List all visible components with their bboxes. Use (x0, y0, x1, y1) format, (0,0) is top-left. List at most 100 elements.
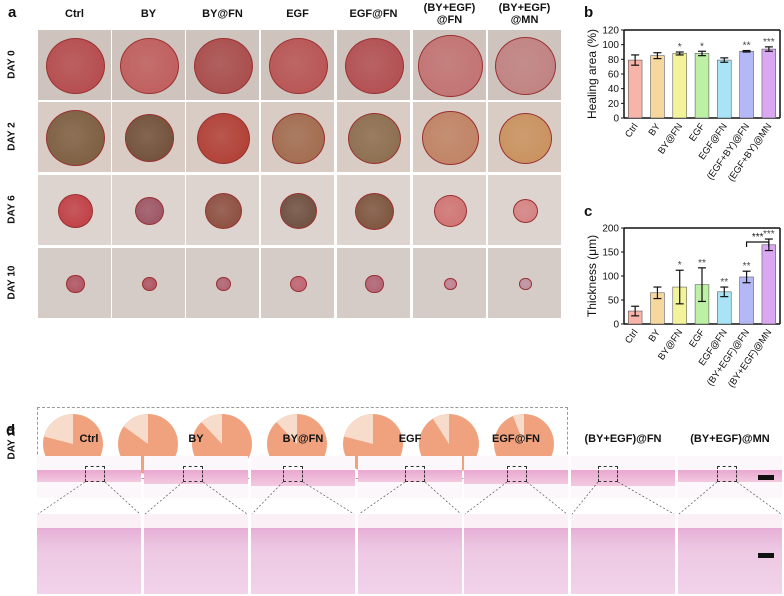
tissue-band (571, 470, 675, 486)
y-axis-label: Thickness (μm) (585, 235, 599, 317)
wound-area (124, 114, 175, 162)
wound-photo (488, 248, 561, 318)
wound-photo (38, 175, 111, 245)
wound-area (196, 112, 251, 164)
wound-photo (38, 102, 111, 172)
histo-scale-bar-bottom (758, 553, 774, 558)
wound-photo (112, 102, 185, 172)
wound-area (204, 193, 242, 229)
zoom-box (85, 466, 105, 482)
panel-b-letter: b (584, 4, 594, 21)
wound-photo (186, 30, 259, 100)
wound-photo (112, 175, 185, 245)
zoom-guide-line (202, 481, 248, 515)
zoom-guide-line (617, 481, 675, 515)
histology-overview (358, 456, 462, 498)
bracket-label: *** (752, 232, 764, 243)
y-tick-label: 40 (608, 84, 620, 95)
pie-slice-unhealed (201, 414, 222, 444)
wound-photo (261, 175, 334, 245)
wound-area (498, 112, 553, 164)
wound-photo (38, 248, 111, 318)
histology-surface (251, 514, 355, 528)
zoom-box (507, 466, 527, 482)
wound-area (495, 37, 556, 95)
column-label: BY@FN (202, 8, 243, 20)
wound-photo (413, 102, 486, 172)
tissue-band (358, 470, 462, 482)
wound-photo (413, 248, 486, 318)
y-tick-label: 0 (613, 114, 619, 125)
wound-photo (488, 175, 561, 245)
tissue-band (464, 470, 568, 484)
wound-photo (186, 102, 259, 172)
zoom-guide-line (571, 481, 599, 515)
pie-slice-unhealed (343, 414, 373, 444)
wound-area (134, 196, 165, 226)
column-label: EGF (286, 8, 309, 20)
wound-area (347, 112, 402, 164)
wound-photo (261, 102, 334, 172)
wound-area (271, 112, 326, 164)
histology-magnified (251, 514, 355, 594)
histology-column-label: (BY+EGF)@MN (690, 433, 770, 445)
significance-label: * (700, 41, 704, 52)
zoom-guide-line (678, 481, 718, 515)
histology-overview (464, 456, 568, 498)
wound-area (120, 37, 179, 95)
wound-photo (488, 30, 561, 100)
wound-photo (112, 30, 185, 100)
scale-bar (526, 397, 552, 402)
significance-label: * (678, 42, 682, 53)
histology-magnified (144, 514, 248, 594)
histology-column-label: BY (188, 433, 204, 445)
histology-column-label: Ctrl (79, 433, 99, 445)
wound-photo (488, 102, 561, 172)
zoom-guide-line (424, 481, 462, 515)
wound-area (141, 276, 158, 292)
histology-overview (571, 456, 675, 498)
wound-photo (38, 30, 111, 100)
y-tick-label: 120 (602, 26, 619, 37)
histology-surface (678, 514, 782, 528)
tissue-band (678, 470, 782, 482)
zoom-guide-line (302, 481, 355, 515)
pie-slice-unhealed (512, 414, 524, 444)
pie-slice-unhealed (276, 414, 297, 444)
panel-c-letter: c (584, 203, 593, 220)
y-tick-label: 50 (608, 296, 620, 307)
wound-photo (261, 248, 334, 318)
wound-photo (337, 248, 410, 318)
zoom-box (283, 466, 303, 482)
wound-area (46, 109, 105, 167)
y-axis-label: Healing area (%) (585, 29, 599, 119)
wound-area (269, 37, 328, 95)
wound-photo (112, 248, 185, 318)
histology-column-label: (BY+EGF)@FN (584, 433, 662, 445)
wound-photo (337, 102, 410, 172)
histology-magnified (571, 514, 675, 594)
y-tick-label: 0 (613, 320, 619, 331)
wound-area (58, 194, 93, 228)
wound-area (66, 275, 85, 293)
y-tick-label: 100 (602, 40, 619, 51)
histology-surface (464, 514, 568, 528)
zoom-box (717, 466, 737, 482)
pie-slice-unhealed (43, 414, 73, 444)
histo-scale-bar-top (758, 475, 774, 480)
zoom-guide-line (358, 481, 406, 515)
histology-column-label: BY@FN (282, 433, 324, 445)
column-label: EGF@FN (349, 8, 398, 20)
zoom-guide-line (736, 481, 782, 515)
tissue-band (37, 470, 141, 482)
tissue-band (144, 470, 248, 484)
y-tick-label: 150 (602, 248, 619, 259)
wound-area (444, 277, 457, 291)
zoom-box (598, 466, 618, 482)
y-tick-label: 200 (602, 224, 619, 235)
wound-area (355, 192, 394, 230)
zoom-box (405, 466, 425, 482)
